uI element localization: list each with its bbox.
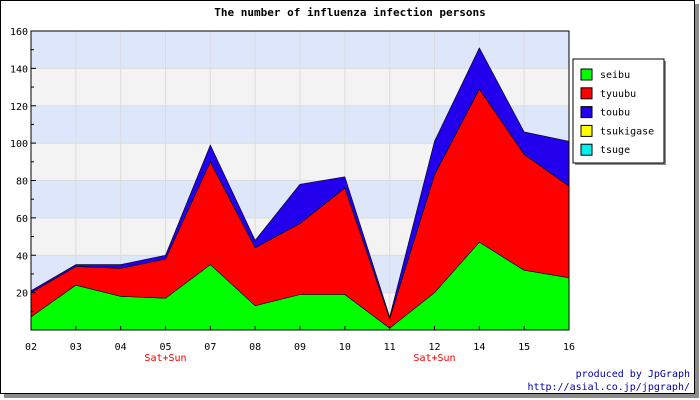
legend-label-tyuubu: tyuubu <box>600 89 636 100</box>
legend-label-seibu: seibu <box>600 70 630 81</box>
legend-label-tsukigase: tsukigase <box>600 126 654 137</box>
x-tick-label: 08 <box>249 342 261 353</box>
y-tick-label: 160 <box>10 27 28 38</box>
weekend-note: Sat+Sun <box>413 353 455 364</box>
x-tick-label: 04 <box>115 342 127 353</box>
chart-title: The number of influenza infection person… <box>214 6 486 19</box>
y-tick-label: 40 <box>16 251 28 262</box>
footer-credit: produced by JpGraph <box>576 369 690 380</box>
x-tick-label: 05 <box>159 342 171 353</box>
y-tick-label: 80 <box>16 177 28 188</box>
legend-swatch-seibu <box>580 68 593 81</box>
x-tick-label: 03 <box>70 342 82 353</box>
axes: 20 40 60 80 100 120 140 160 02 03 04 05 07 08 09 10 11 12… <box>10 27 575 364</box>
y-tick-label: 60 <box>16 214 28 225</box>
x-tick-label: 16 <box>563 342 575 353</box>
y-tick-label: 140 <box>10 64 28 75</box>
weekend-note: Sat+Sun <box>144 353 186 364</box>
legend: seibu tyuubu toubu tsukigase tsuge <box>572 58 666 165</box>
legend-swatch-tsukigase <box>580 124 593 137</box>
legend-swatch-toubu <box>580 106 593 119</box>
x-tick-label: 09 <box>294 342 306 353</box>
x-tick-label: 11 <box>384 342 396 353</box>
y-tick-label: 20 <box>16 289 28 300</box>
y-tick-label: 120 <box>10 102 28 113</box>
x-tick-label: 10 <box>339 342 351 353</box>
x-tick-label: 14 <box>473 342 485 353</box>
footer-url: http://asial.co.jp/jpgraph/ <box>527 382 690 393</box>
x-tick-label: 12 <box>428 342 440 353</box>
y-tick-label: 100 <box>10 139 28 150</box>
legend-swatch-tsuge <box>580 143 593 156</box>
x-tick-label: 02 <box>25 342 37 353</box>
legend-label-toubu: toubu <box>600 108 630 119</box>
x-tick-label: 15 <box>518 342 530 353</box>
legend-swatch-tyuubu <box>580 87 593 100</box>
legend-label-tsuge: tsuge <box>600 145 630 156</box>
x-tick-label: 07 <box>204 342 216 353</box>
